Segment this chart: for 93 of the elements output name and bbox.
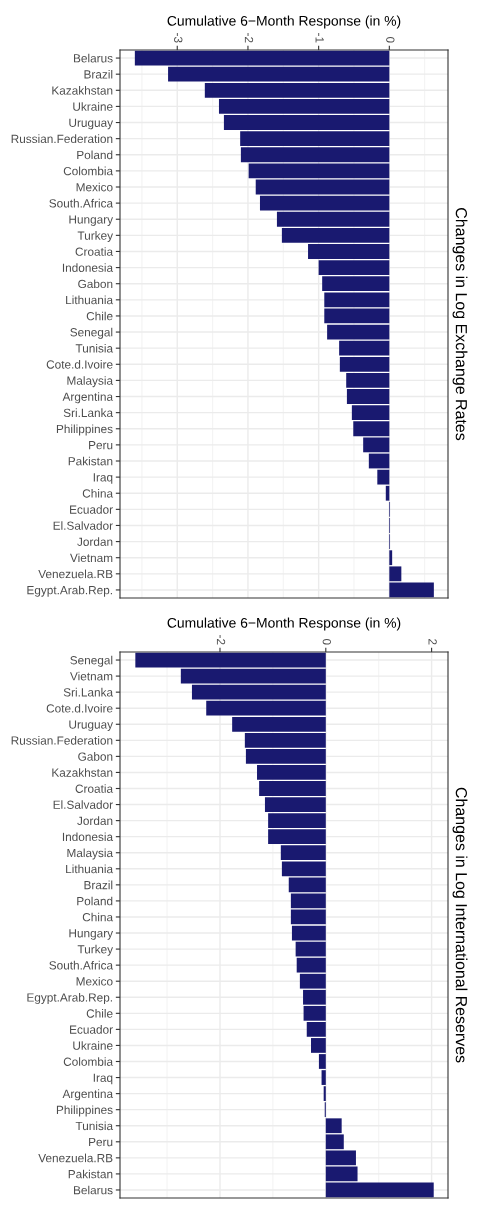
- y-tick-label: Pakistan: [68, 1169, 113, 1179]
- y-tick-label: Sri.Lanka: [63, 408, 114, 418]
- y-tick-label: Hungary: [69, 929, 114, 940]
- y-tick-label: China: [82, 912, 114, 922]
- y-axis-title: Changes in Log Exchange Rates: [452, 208, 468, 441]
- y-tick-label: Croatia: [75, 784, 114, 793]
- y-tick-label: Egypt.Arab.Rep.: [27, 992, 112, 1004]
- y-tick-label: Poland: [77, 150, 113, 160]
- bar: [290, 909, 326, 925]
- bar: [135, 652, 326, 668]
- y-tick-label: Vietnam: [70, 553, 113, 563]
- y-tick-label: Jordan: [77, 537, 113, 546]
- y-tick-label: Mexico: [76, 182, 113, 192]
- y-tick-label: Indonesia: [62, 263, 114, 272]
- y-tick-label: Russian.Federation: [11, 134, 113, 144]
- bar: [368, 453, 390, 469]
- y-tick-label: Colombia: [63, 1057, 114, 1066]
- y-tick-label: Hungary: [69, 215, 114, 226]
- bar: [180, 668, 326, 684]
- y-tick-label: Uruguay: [69, 118, 114, 130]
- y-tick-label: Chile: [86, 1009, 113, 1018]
- y-tick-label: El.Salvador: [53, 521, 113, 530]
- y-tick-label: Cote.d.Ivoire: [46, 360, 113, 369]
- y-tick-label: Gabon: [78, 279, 113, 289]
- y-tick-label: Uruguay: [69, 720, 114, 731]
- y-tick-label: Indonesia: [62, 832, 114, 842]
- y-tick-label: Malaysia: [67, 376, 114, 388]
- y-tick-label: Venezuela.RB: [38, 569, 113, 579]
- bar: [389, 582, 434, 598]
- y-tick-label: Cote.d.Ivoire: [46, 703, 113, 713]
- bar: [134, 50, 390, 66]
- y-tick-label: Argentina: [62, 1089, 114, 1101]
- y-tick-label: Brazil: [84, 69, 113, 79]
- y-tick-label: Ukraine: [73, 1041, 113, 1050]
- y-tick-label: Croatia: [75, 247, 114, 256]
- bar: [325, 1182, 434, 1198]
- y-tick-label: Peru: [89, 1137, 113, 1147]
- x-tick-label: -1: [315, 33, 324, 43]
- y-tick-label: Iraq: [93, 1073, 113, 1085]
- y-tick-label: Colombia: [63, 166, 114, 176]
- y-tick-label: Senegal: [70, 327, 113, 339]
- x-axis-title: Cumulative 6−Month Response (in %): [167, 15, 401, 29]
- x-tick-label: 0: [322, 638, 331, 645]
- bar: [327, 324, 390, 340]
- y-axis-title: Changes in Log International Reserves: [452, 787, 468, 1063]
- x-tick-label: -3: [174, 33, 183, 43]
- y-tick-label: Sri.Lanka: [63, 687, 114, 697]
- y-tick-label: Malaysia: [67, 848, 114, 860]
- y-tick-label: Kazakhstan: [52, 768, 113, 777]
- y-tick-label: Ecuador: [70, 1025, 113, 1034]
- x-tick-label: -2: [244, 33, 254, 43]
- y-tick-label: Turkey: [77, 944, 114, 956]
- bar: [290, 893, 326, 909]
- y-tick-label: Iraq: [93, 473, 113, 484]
- y-tick-label: Mexico: [76, 976, 113, 986]
- y-tick-label: Egypt.Arab.Rep.: [27, 585, 112, 597]
- bar: [295, 941, 326, 957]
- x-tick-label: 2: [428, 639, 437, 645]
- x-tick-label: 0: [386, 36, 395, 43]
- y-tick-label: Pakistan: [68, 456, 113, 466]
- y-tick-label: South.Africa: [49, 960, 114, 970]
- y-tick-label: Russian.Federation: [11, 736, 113, 745]
- y-tick-label: Chile: [86, 311, 113, 321]
- x-axis-title: Cumulative 6−Month Response (in %): [167, 617, 401, 631]
- y-tick-label: Philippines: [56, 1105, 113, 1117]
- y-tick-label: Argentina: [62, 392, 114, 404]
- y-tick-label: Belarus: [74, 53, 113, 63]
- y-tick-label: Lithuania: [66, 295, 114, 305]
- y-tick-label: El.Salvador: [53, 800, 113, 809]
- y-tick-label: Turkey: [77, 231, 114, 243]
- y-tick-label: Poland: [77, 896, 113, 906]
- y-tick-label: Brazil: [84, 880, 113, 890]
- bar: [324, 308, 390, 324]
- bar: [291, 925, 326, 941]
- bar: [255, 179, 390, 195]
- y-tick-label: Ecuador: [70, 505, 113, 514]
- y-tick-label: Belarus: [74, 1185, 113, 1195]
- y-tick-label: Jordan: [77, 816, 113, 826]
- y-tick-label: Tunisia: [75, 343, 114, 353]
- y-tick-label: Ukraine: [73, 102, 113, 111]
- y-tick-label: China: [82, 488, 114, 498]
- bar: [325, 1166, 358, 1182]
- y-tick-label: Gabon: [78, 752, 113, 761]
- y-tick-label: South.Africa: [49, 198, 114, 208]
- y-tick-label: Venezuela.RB: [38, 1153, 113, 1163]
- y-tick-label: Peru: [89, 441, 113, 450]
- y-tick-label: Senegal: [70, 655, 113, 667]
- y-tick-label: Tunisia: [75, 1121, 114, 1131]
- x-tick-label: -2: [216, 635, 226, 645]
- y-tick-label: Philippines: [56, 424, 113, 436]
- y-tick-label: Lithuania: [66, 864, 114, 874]
- y-tick-label: Kazakhstan: [52, 86, 113, 95]
- y-tick-label: Vietnam: [70, 671, 113, 681]
